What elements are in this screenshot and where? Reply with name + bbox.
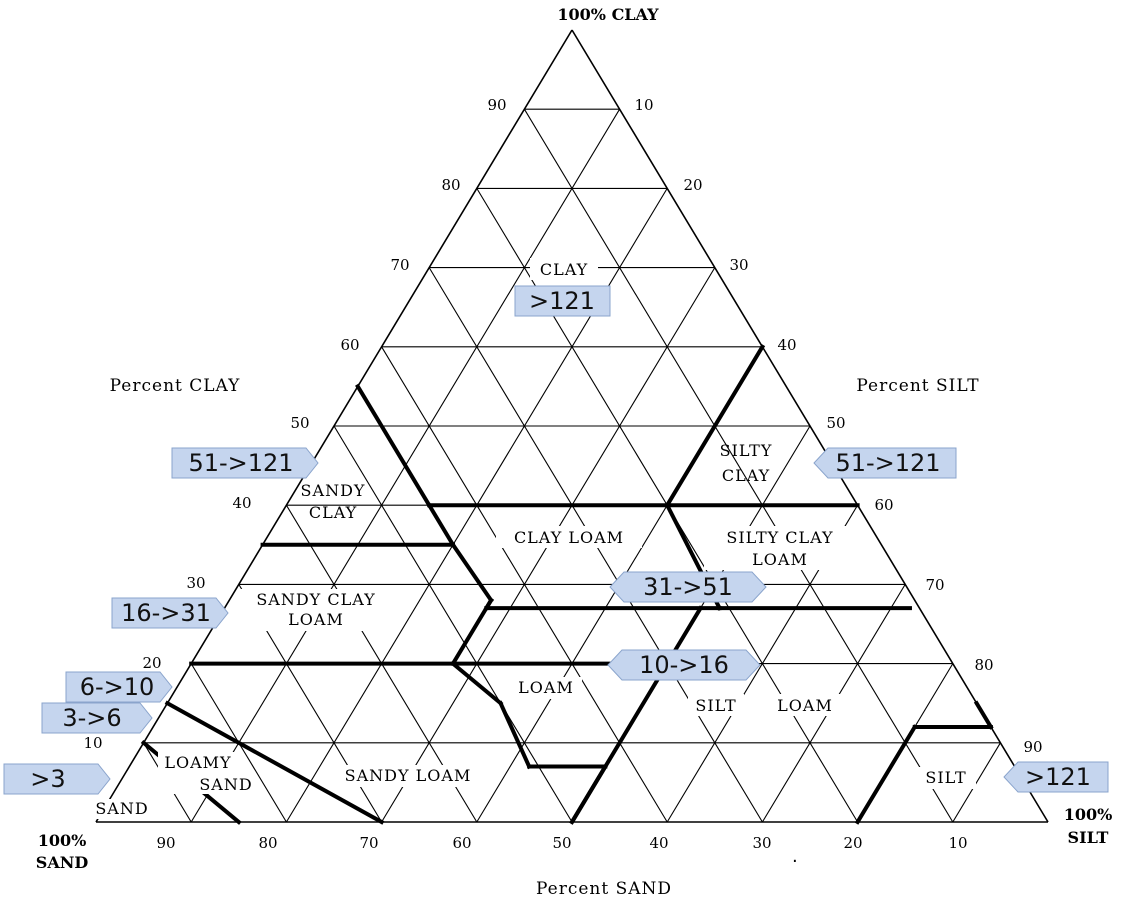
axis-title-clay: Percent CLAY bbox=[110, 376, 241, 396]
region-loamy-sand-label-2: SAND bbox=[199, 775, 252, 794]
badge-clay: >121 bbox=[514, 285, 611, 317]
grid-line-silt bbox=[952, 742, 1001, 823]
region-loam-label: LOAM bbox=[518, 678, 574, 697]
region-silty-clay-loam-label-2: LOAM bbox=[752, 550, 808, 569]
silt-tick-70: 70 bbox=[925, 576, 944, 594]
region-clay-loam-label: CLAY LOAM bbox=[514, 528, 624, 547]
region-clay-label: CLAY bbox=[540, 260, 588, 279]
badge-center-31: 31->51 bbox=[609, 571, 767, 603]
texture-boundary-line bbox=[854, 724, 918, 825]
sand-tick-70: 70 bbox=[359, 834, 378, 852]
clay-tick-40: 40 bbox=[232, 494, 251, 512]
svg-text:>3: >3 bbox=[30, 765, 65, 793]
svg-text:16->31: 16->31 bbox=[121, 599, 211, 627]
svg-text:31->51: 31->51 bbox=[643, 573, 733, 601]
region-sandy-clay-loam-label-1: SANDY CLAY bbox=[256, 590, 375, 609]
texture-boundary-line bbox=[569, 605, 704, 825]
clay-tick-80: 80 bbox=[441, 176, 460, 194]
texture-boundary-line bbox=[483, 597, 494, 611]
sand-tick-60: 60 bbox=[452, 834, 471, 852]
clay-tick-20: 20 bbox=[142, 654, 161, 672]
svg-text:6->10: 6->10 bbox=[80, 673, 155, 701]
axis-title-sand: Percent SAND bbox=[536, 879, 672, 899]
texture-boundary-line bbox=[450, 597, 494, 667]
sand-tick-10: 10 bbox=[948, 834, 967, 852]
badge-right-50: 51->121 bbox=[813, 447, 957, 479]
badge-right-silt: >121 bbox=[1003, 761, 1109, 793]
silt-tick-20: 20 bbox=[683, 176, 702, 194]
region-silty-clay-label-2: CLAY bbox=[722, 466, 770, 485]
triangle-grid bbox=[95, 29, 1049, 823]
sand-tick-30: 30 bbox=[752, 834, 771, 852]
svg-text:>121: >121 bbox=[529, 287, 595, 315]
corner-clay-label: 100% CLAY bbox=[557, 5, 659, 24]
sand-tick-90: 90 bbox=[156, 834, 175, 852]
sand-tick-40: 40 bbox=[649, 834, 668, 852]
texture-boundary-line bbox=[973, 700, 994, 730]
badge-center-10: 10->16 bbox=[607, 649, 761, 681]
region-sandy-loam-label: SANDY LOAM bbox=[345, 766, 472, 785]
badge-left-30: 16->31 bbox=[111, 597, 229, 629]
texture-boundary-line bbox=[355, 383, 432, 508]
sand-tick-50: 50 bbox=[552, 834, 571, 852]
texture-boundary-line bbox=[426, 502, 456, 548]
region-sand-label: SAND bbox=[95, 799, 148, 818]
texture-boundary-line bbox=[664, 344, 766, 508]
silt-tick-80: 80 bbox=[974, 656, 993, 674]
texture-class-boundaries bbox=[140, 344, 994, 825]
region-sandy-clay-label-2: CLAY bbox=[309, 503, 357, 522]
svg-text:>121: >121 bbox=[1025, 763, 1091, 791]
region-sandy-clay-label-1: SANDY bbox=[301, 481, 366, 500]
silt-tick-40: 40 bbox=[777, 336, 796, 354]
silt-tick-10: 10 bbox=[634, 96, 653, 114]
corner-silt-label-1: 100% bbox=[1064, 805, 1113, 824]
svg-text:10->16: 10->16 bbox=[639, 651, 729, 679]
corner-sand-label-2: SAND bbox=[36, 853, 89, 872]
texture-boundary-line bbox=[450, 660, 504, 707]
region-silt-loam-label-1: SILT bbox=[695, 696, 736, 715]
silt-tick-90: 90 bbox=[1023, 738, 1042, 756]
badge-left-20: 6->10 bbox=[65, 671, 173, 703]
region-silty-clay-loam-label-1: SILTY CLAY bbox=[726, 528, 833, 547]
silt-tick-60: 60 bbox=[874, 496, 893, 514]
texture-boundary-line bbox=[497, 700, 532, 770]
stray-dot: . bbox=[792, 846, 798, 867]
badge-left-50: 51->121 bbox=[171, 447, 319, 479]
silt-tick-30: 30 bbox=[729, 256, 748, 274]
clay-tick-10: 10 bbox=[83, 734, 102, 752]
axis-title-silt: Percent SILT bbox=[856, 376, 979, 396]
svg-text:51->121: 51->121 bbox=[188, 449, 293, 477]
badge-left-10: >3 bbox=[3, 763, 111, 795]
svg-text:3->6: 3->6 bbox=[62, 704, 121, 732]
sand-tick-20: 20 bbox=[843, 834, 862, 852]
clay-tick-30: 30 bbox=[186, 574, 205, 592]
clay-tick-50: 50 bbox=[290, 414, 309, 432]
triangle-edge-right bbox=[571, 29, 1049, 823]
grid-line-sand bbox=[333, 425, 573, 823]
region-silty-clay-label-1: SILTY bbox=[720, 441, 773, 460]
grid-line-sand bbox=[523, 108, 954, 823]
clay-tick-70: 70 bbox=[390, 256, 409, 274]
svg-text:51->121: 51->121 bbox=[835, 449, 940, 477]
region-silt-loam-label-2: LOAM bbox=[777, 696, 833, 715]
corner-sand-label-1: 100% bbox=[38, 831, 87, 850]
texture-boundary-line bbox=[450, 542, 494, 604]
clay-tick-60: 60 bbox=[340, 336, 359, 354]
sand-tick-80: 80 bbox=[258, 834, 277, 852]
triangle-edge-left bbox=[95, 29, 573, 823]
texture-boundary-line bbox=[164, 700, 385, 825]
silt-tick-50: 50 bbox=[826, 414, 845, 432]
corner-silt-label-2: SILT bbox=[1068, 828, 1109, 847]
region-labels: CLAY SANDY CLAY SILTY CLAY CLAY LOAM SIL… bbox=[88, 258, 976, 819]
region-sandy-clay-loam-label-2: LOAM bbox=[288, 610, 344, 629]
region-loamy-sand-label-1: LOAMY bbox=[164, 753, 231, 772]
badge-left-15: 3->6 bbox=[41, 702, 153, 734]
region-silt-label: SILT bbox=[925, 768, 966, 787]
clay-tick-90: 90 bbox=[487, 96, 506, 114]
